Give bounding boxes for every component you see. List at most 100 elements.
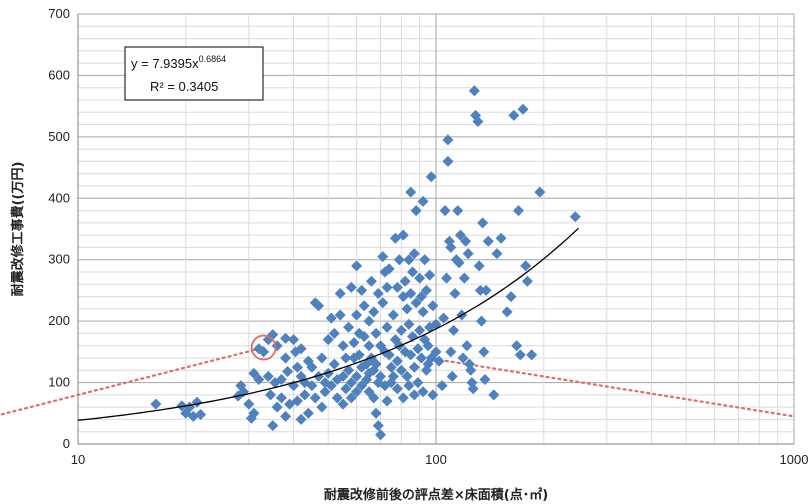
data-point bbox=[243, 398, 255, 410]
data-point bbox=[419, 254, 431, 266]
data-point bbox=[422, 340, 434, 352]
data-point bbox=[569, 211, 581, 223]
data-point bbox=[473, 260, 485, 272]
data-point bbox=[425, 171, 437, 183]
data-point bbox=[391, 383, 403, 395]
data-point bbox=[401, 303, 413, 315]
data-point bbox=[377, 297, 389, 309]
data-point bbox=[520, 260, 532, 272]
y-tick-label: 0 bbox=[63, 436, 70, 451]
data-point bbox=[511, 340, 523, 352]
data-point bbox=[517, 103, 529, 115]
data-point bbox=[370, 407, 382, 419]
data-point bbox=[302, 407, 314, 419]
data-point bbox=[295, 343, 307, 355]
data-point bbox=[439, 205, 451, 217]
data-point bbox=[491, 248, 503, 260]
r-squared-text: R² = 0.3405 bbox=[150, 79, 218, 94]
data-point bbox=[280, 410, 292, 422]
data-point bbox=[325, 380, 337, 392]
x-tick-label: 100 bbox=[425, 452, 447, 467]
data-point bbox=[482, 235, 494, 247]
data-point bbox=[322, 334, 334, 346]
data-point bbox=[454, 229, 466, 241]
data-point bbox=[375, 429, 387, 441]
data-point bbox=[414, 272, 426, 284]
data-point bbox=[438, 312, 450, 324]
data-point bbox=[345, 392, 357, 404]
data-point bbox=[457, 352, 469, 364]
data-point bbox=[501, 306, 513, 318]
data-point bbox=[505, 291, 517, 303]
data-point bbox=[340, 352, 352, 364]
data-point bbox=[372, 420, 384, 432]
data-point bbox=[397, 392, 409, 404]
data-point bbox=[407, 266, 419, 278]
data-point bbox=[150, 398, 162, 410]
data-point bbox=[403, 380, 415, 392]
data-point bbox=[322, 367, 334, 379]
gridlines bbox=[77, 13, 795, 445]
data-point bbox=[427, 389, 439, 401]
data-point bbox=[446, 370, 458, 382]
data-point bbox=[445, 346, 457, 358]
data-point bbox=[383, 263, 395, 275]
y-tick-label: 400 bbox=[48, 190, 70, 205]
dotted-guide-line bbox=[426, 356, 796, 418]
data-point bbox=[313, 370, 325, 382]
data-point bbox=[401, 370, 413, 382]
data-point bbox=[328, 358, 340, 370]
data-point bbox=[477, 217, 489, 229]
data-point bbox=[340, 383, 352, 395]
data-point bbox=[280, 352, 292, 364]
data-point bbox=[488, 389, 500, 401]
data-point bbox=[405, 349, 417, 361]
data-point bbox=[417, 195, 429, 207]
data-point bbox=[275, 374, 287, 385]
data-point bbox=[476, 315, 488, 327]
highlight-circle bbox=[250, 334, 277, 361]
data-point bbox=[271, 401, 283, 413]
data-point bbox=[415, 291, 427, 303]
x-tick-label: 1000 bbox=[780, 452, 809, 467]
data-point bbox=[391, 281, 403, 293]
data-point bbox=[358, 331, 370, 342]
data-point bbox=[348, 337, 360, 349]
data-point bbox=[417, 306, 429, 318]
data-point bbox=[334, 309, 346, 321]
data-point bbox=[467, 383, 479, 395]
data-point bbox=[508, 109, 520, 121]
data-point bbox=[363, 315, 375, 327]
data-point bbox=[448, 324, 460, 336]
data-point bbox=[265, 389, 277, 401]
equation-text: y = 7.9395x0.6864 bbox=[131, 54, 226, 71]
data-point bbox=[391, 355, 403, 367]
data-point bbox=[480, 284, 492, 296]
data-point bbox=[405, 288, 417, 299]
data-point bbox=[248, 367, 260, 379]
data-point bbox=[479, 374, 491, 385]
data-point bbox=[195, 409, 207, 421]
data-point bbox=[534, 186, 546, 198]
data-point bbox=[495, 232, 507, 244]
data-point bbox=[262, 370, 274, 382]
guide-lines bbox=[0, 346, 796, 418]
data-point bbox=[275, 392, 287, 404]
data-point bbox=[526, 349, 538, 361]
data-point bbox=[356, 380, 368, 392]
data-point bbox=[370, 358, 382, 370]
data-point bbox=[267, 420, 279, 432]
data-point bbox=[410, 297, 422, 309]
data-point bbox=[368, 392, 380, 404]
data-point bbox=[295, 413, 307, 425]
x-tick-label: 10 bbox=[71, 452, 85, 467]
data-point bbox=[282, 366, 294, 378]
data-point bbox=[253, 374, 265, 385]
data-point bbox=[316, 401, 328, 413]
trendline-group bbox=[77, 227, 579, 421]
data-point bbox=[399, 275, 411, 287]
data-point bbox=[351, 309, 363, 321]
data-point bbox=[427, 300, 439, 312]
data-point bbox=[472, 116, 484, 127]
